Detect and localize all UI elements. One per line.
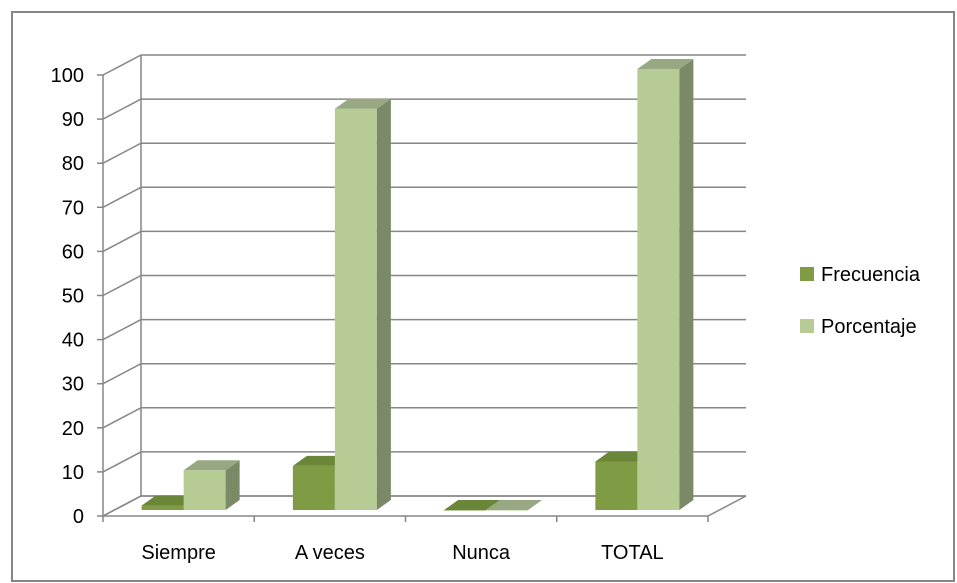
bar-front-porcentaje [637,69,680,510]
y-tick-label: 70 [62,197,84,219]
gridline-side [102,363,142,385]
bar-top-porcentaje [637,59,694,69]
chart-frame [11,11,955,582]
gridline-side [102,98,142,120]
bar-front-frecuencia [141,505,184,510]
x-category-label: Siempre [141,542,215,564]
legend-swatch [800,267,814,281]
bar-side-porcentaje [376,98,391,510]
bar-side-porcentaje [679,59,694,510]
y-tick-label: 30 [62,374,84,396]
bar-front-frecuencia [444,510,487,511]
bar-front-porcentaje [334,108,377,510]
bar-top-porcentaje [183,460,240,471]
y-tick-label: 90 [62,109,84,131]
gridline-side [102,274,142,297]
y-tick-label: 50 [62,286,84,308]
legend-swatch [800,319,814,333]
legend: Frecuencia Porcentaje [800,264,921,338]
bars [141,59,694,511]
y-tick-label: 80 [62,153,84,175]
y-tick-label: 40 [62,330,84,352]
y-tick-label: 0 [73,506,84,528]
bar-top-porcentaje [334,98,391,109]
bar-side-porcentaje [225,460,240,510]
y-tick-label: 20 [62,418,84,440]
legend-label: Porcentaje [821,316,917,338]
gridline-side [102,407,142,429]
bar-front-frecuencia [292,465,335,510]
y-tick-label: 10 [62,462,84,484]
y-axis-ticks: 0 10 20 30 40 50 60 70 80 90 100 [51,65,103,528]
gridline-side [102,451,142,473]
legend-label: Frecuencia [821,264,921,286]
x-category-label: Nunca [452,542,511,564]
x-category-label: TOTAL [601,542,664,564]
gridline-side [102,142,142,164]
gridline-side [102,318,142,341]
gridline-side [102,186,142,208]
bar-front-porcentaje [183,470,226,510]
x-axis-categories: Siempre A veces Nunca TOTAL [141,542,663,564]
y-tick-label: 60 [62,241,84,263]
gridline-side [102,54,142,76]
bar-top-porcentaje [486,500,543,510]
x-category-label: A veces [295,542,365,564]
chart-floor [102,495,747,517]
bar-front-frecuencia [595,461,638,510]
bar-top-frecuencia [444,500,501,510]
gridline-side [102,230,142,253]
bar-front-porcentaje [486,510,529,511]
y-tick-label: 100 [51,65,84,87]
